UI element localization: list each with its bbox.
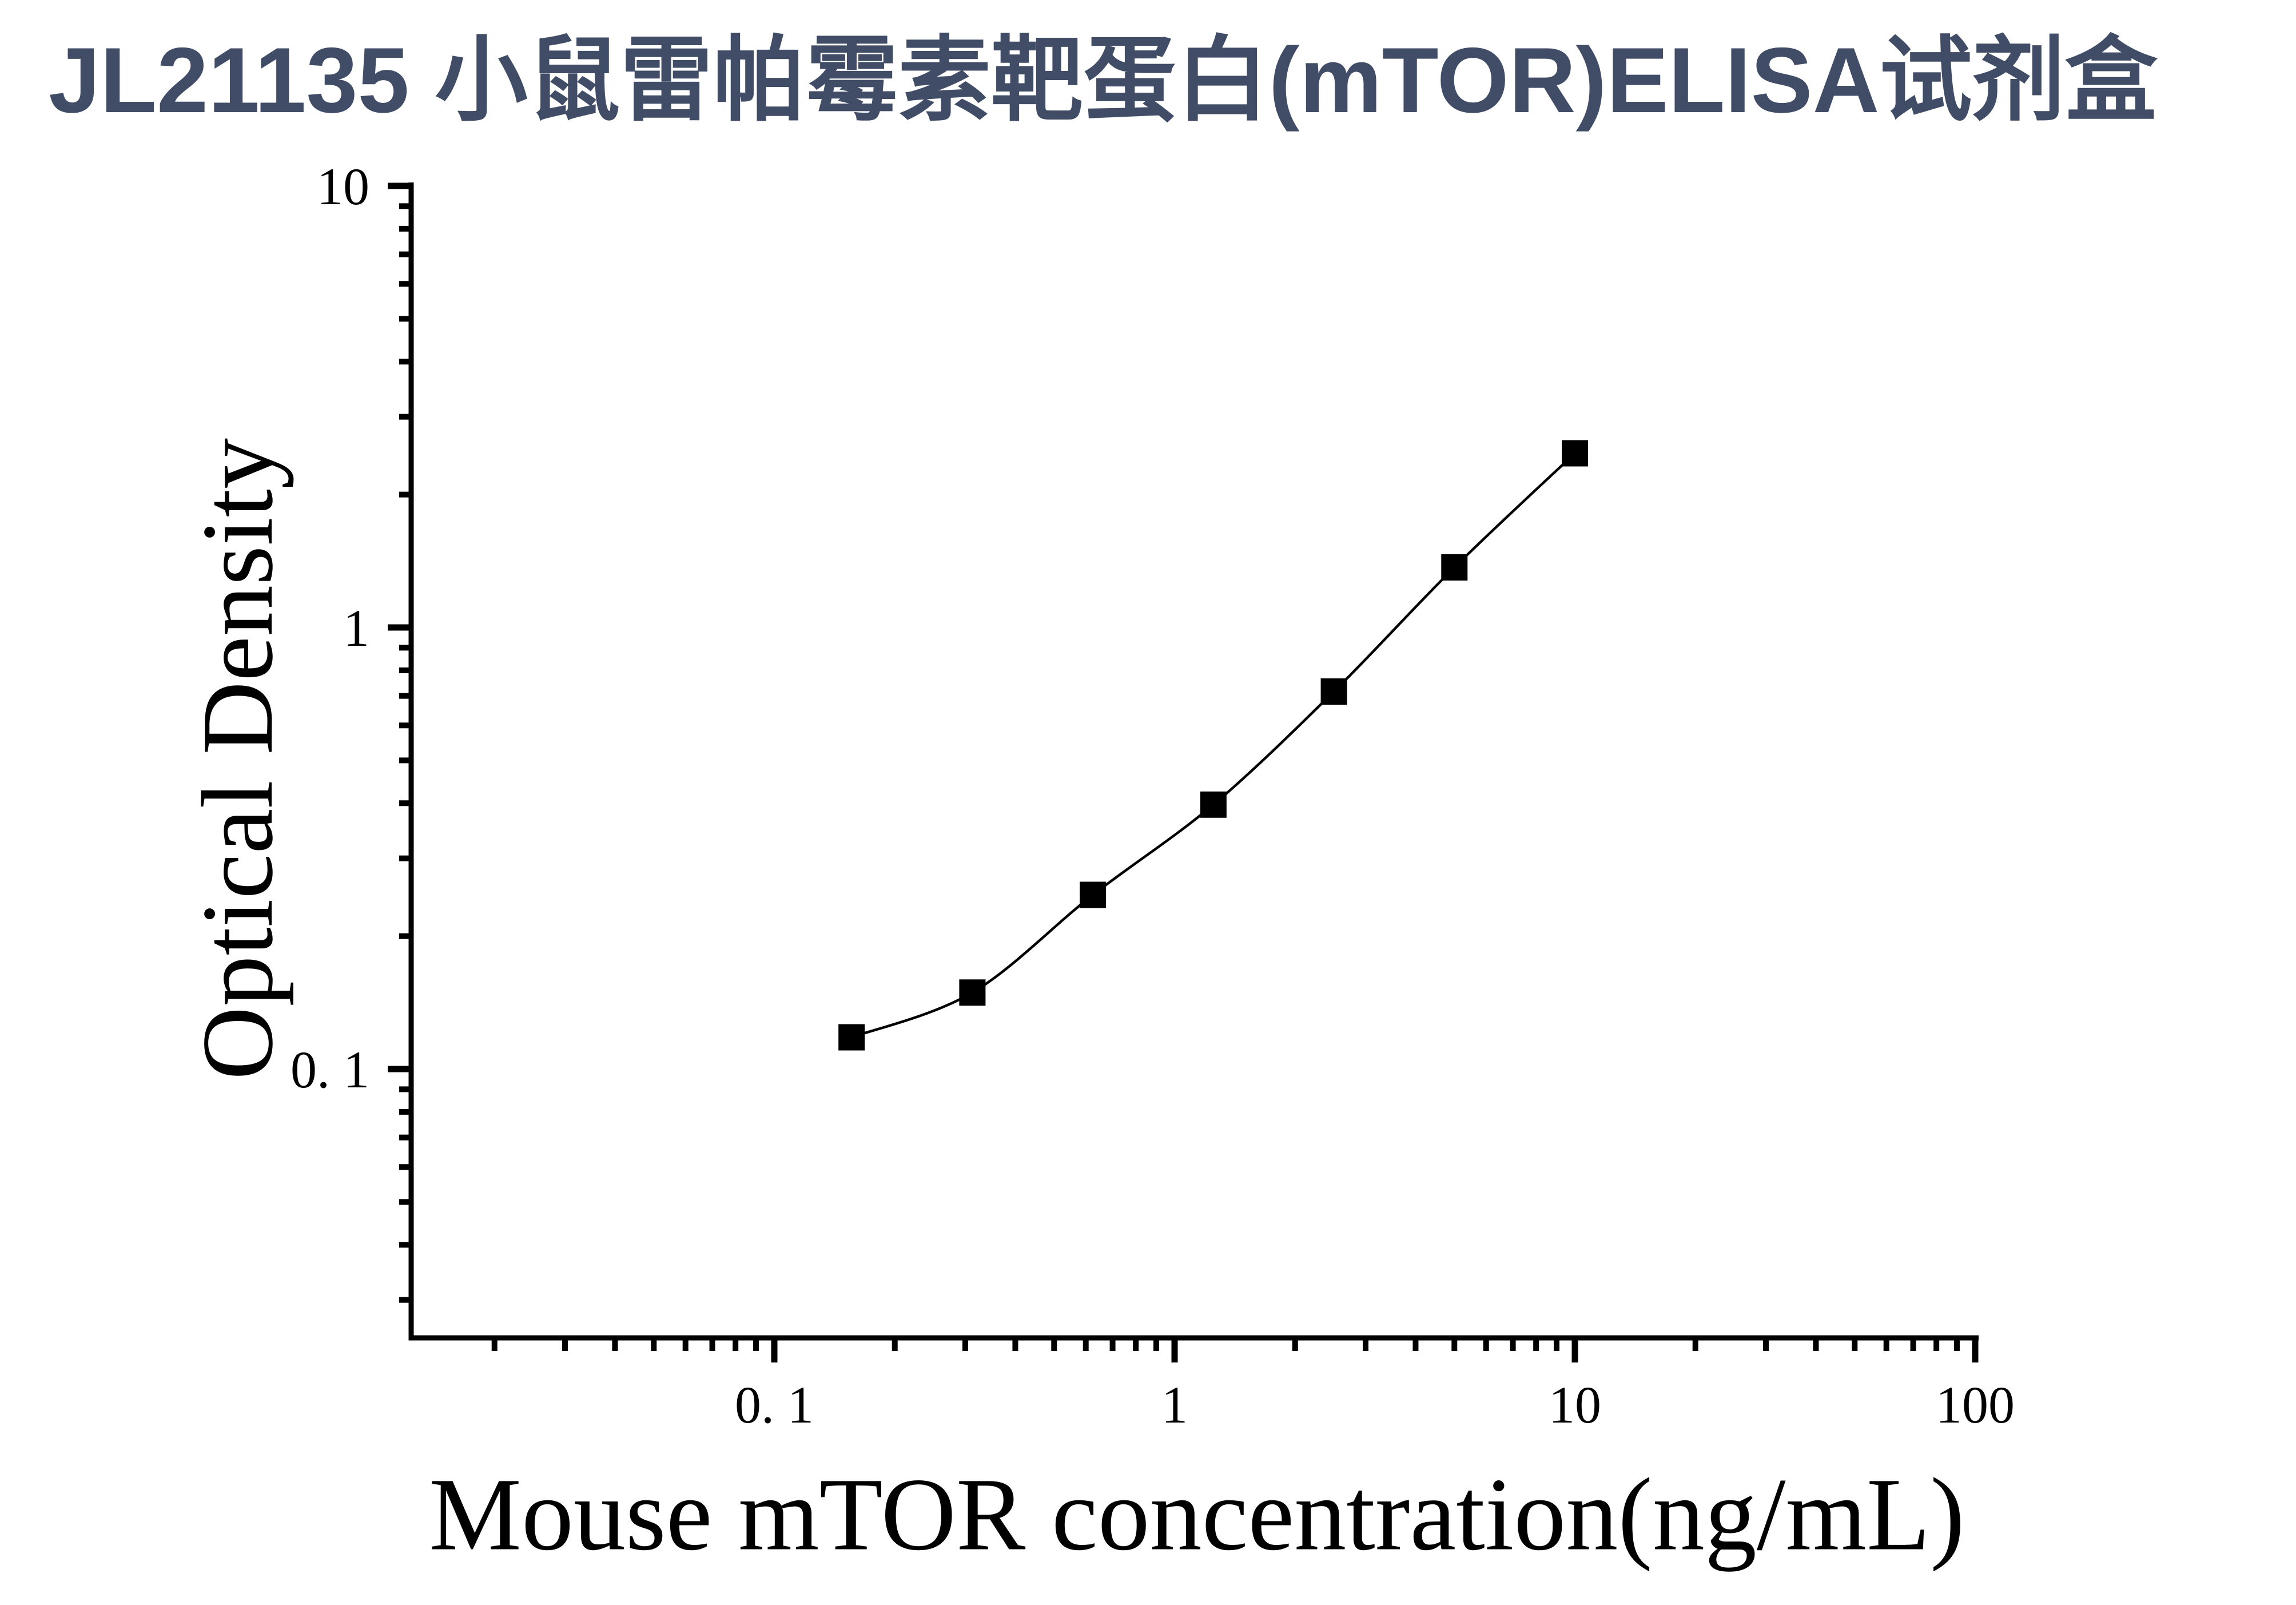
y-tick-label: 0. 1: [291, 1040, 369, 1099]
data-point-marker: [1320, 678, 1347, 705]
data-point-marker: [1562, 440, 1588, 467]
curve-line: [851, 452, 1576, 1039]
data-point-marker: [1200, 791, 1227, 818]
x-axis-label: Mouse mTOR concentration(ng/mL): [429, 1457, 1965, 1572]
x-tick-label: 0. 1: [735, 1376, 814, 1434]
chart-title: JL21135 小鼠雷帕霉素靶蛋白(mTOR)ELISA试剂盒: [49, 29, 2158, 132]
y-tick-label: 1: [343, 599, 369, 657]
axis-spine: [408, 182, 1979, 1341]
data-point-marker: [838, 1024, 865, 1051]
x-tick-label: 10: [1549, 1376, 1601, 1434]
x-tick-label: 100: [1936, 1376, 2015, 1434]
y-tick-label: 10: [317, 157, 369, 216]
x-tick-label: 1: [1161, 1376, 1188, 1434]
data-point-marker: [1441, 554, 1468, 581]
data-point-marker: [959, 979, 986, 1006]
data-point-marker: [1080, 881, 1107, 908]
